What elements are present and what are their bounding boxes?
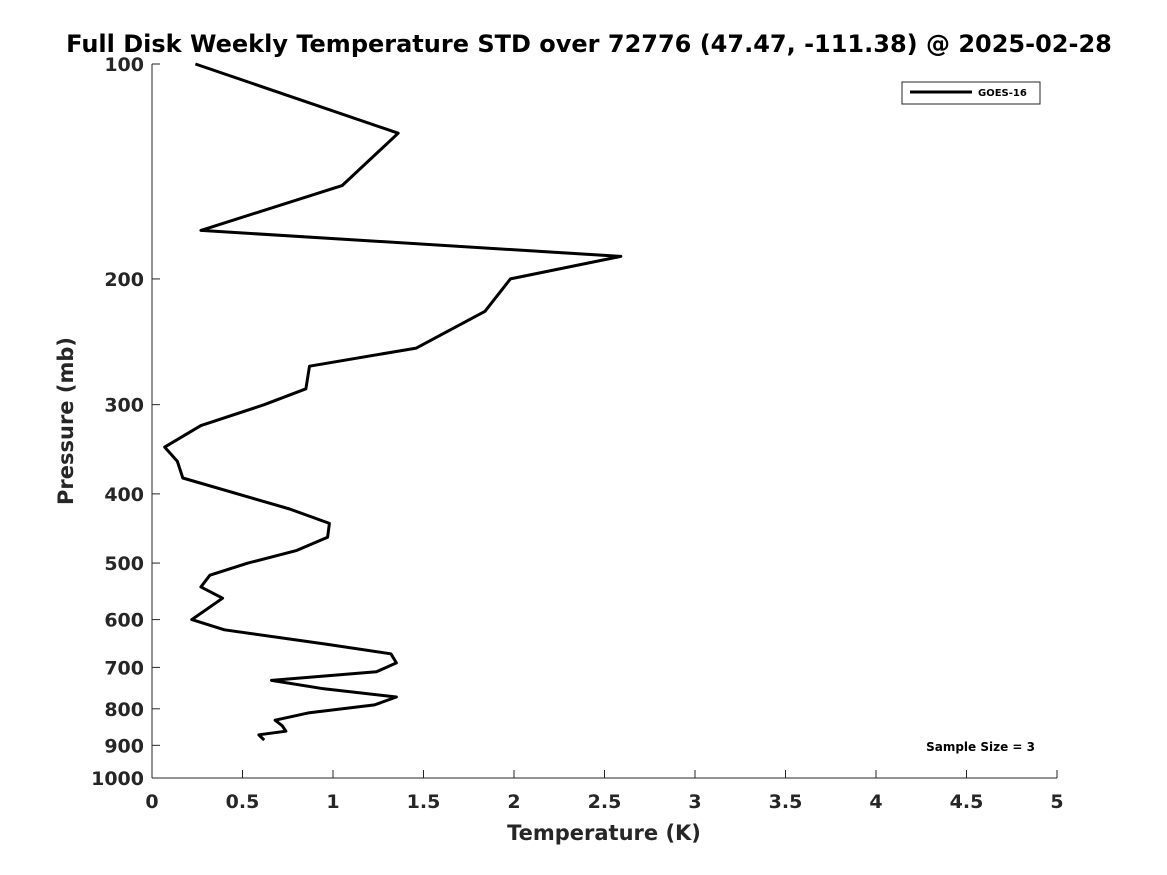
x-tick-label: 2 xyxy=(507,791,520,813)
x-tick-label: 1 xyxy=(326,791,339,813)
y-tick-label: 700 xyxy=(104,657,144,679)
sample-size-annotation: Sample Size = 3 xyxy=(926,740,1035,754)
series-line-goes-16 xyxy=(163,62,623,742)
legend: GOES-16 xyxy=(901,81,1041,105)
y-tick-label: 800 xyxy=(104,699,144,721)
y-tick-label: 1000 xyxy=(91,768,144,790)
y-ticks: 100 200 300 400 500 600 700 800 900 1000 xyxy=(91,54,160,790)
x-tick-label: 2.5 xyxy=(588,791,622,813)
x-tick-label: 4 xyxy=(869,791,882,813)
y-tick-label: 600 xyxy=(104,610,144,632)
series-layer xyxy=(163,62,623,742)
y-tick-label: 100 xyxy=(104,54,144,76)
x-tick-label: 3 xyxy=(688,791,701,813)
x-ticks: 0 0.5 1 1.5 2 2.5 3 3.5 4 4.5 5 xyxy=(145,770,1064,813)
x-tick-label: 0 xyxy=(145,791,158,813)
x-tick-label: 0.5 xyxy=(226,791,260,813)
y-tick-label: 400 xyxy=(104,484,144,506)
y-tick-label: 500 xyxy=(104,553,144,575)
x-tick-label: 1.5 xyxy=(407,791,441,813)
legend-label-goes-16: GOES-16 xyxy=(978,88,1027,99)
axes xyxy=(151,64,1057,779)
x-tick-label: 5 xyxy=(1050,791,1063,813)
x-axis-label: Temperature (K) xyxy=(507,821,701,845)
x-tick-label: 3.5 xyxy=(769,791,803,813)
y-tick-label: 200 xyxy=(104,269,144,291)
chart-title: Full Disk Weekly Temperature STD over 72… xyxy=(66,30,1112,58)
y-tick-label: 900 xyxy=(104,735,144,757)
x-tick-label: 4.5 xyxy=(950,791,984,813)
y-axis-label: Pressure (mb) xyxy=(54,337,78,505)
y-tick-label: 300 xyxy=(104,395,144,417)
